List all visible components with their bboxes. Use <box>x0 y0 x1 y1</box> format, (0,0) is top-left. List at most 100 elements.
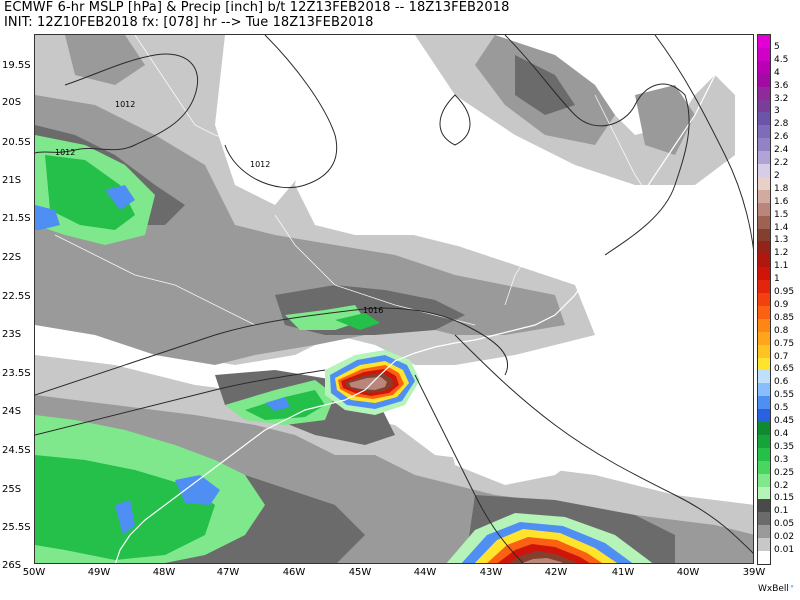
colorbar-level-label: 0.25 <box>774 467 795 478</box>
colorbar-level-label: 0.95 <box>774 287 795 298</box>
colorbar-segment <box>758 125 770 139</box>
colorbar-segment <box>758 525 770 539</box>
lat-label: 21S <box>2 175 22 186</box>
lon-label: 49W <box>87 567 111 578</box>
colorbar-segment <box>758 318 770 333</box>
lon-label: 39W <box>742 567 766 578</box>
colorbar-segment <box>758 176 770 191</box>
lat-label: 23S <box>2 329 22 340</box>
header-init-line: INIT: 12Z10FEB2018 fx: [078] hr --> Tue … <box>4 15 374 30</box>
colorbar-segment <box>758 73 770 88</box>
colorbar-level-label: 4 <box>774 67 780 78</box>
colorbar-level-label: 0.35 <box>774 441 795 452</box>
colorbar-segment <box>758 112 770 126</box>
isobar-sea-2 <box>414 374 524 563</box>
lat-label: 19.5S <box>2 60 31 71</box>
colorbar-segment <box>758 215 770 230</box>
isobar-1012-north <box>35 53 199 154</box>
colorbar-segment <box>758 434 770 449</box>
colorbar-segment <box>758 267 770 281</box>
colorbar-segment <box>758 228 770 242</box>
colorbar-level-label: 2.6 <box>774 132 789 143</box>
colorbar-segment <box>758 202 770 217</box>
colorbar-level-label: 0.7 <box>774 351 789 362</box>
colorbar-segment <box>758 538 770 552</box>
lat-label: 24S <box>2 406 22 417</box>
colorbar-segment <box>758 370 770 384</box>
lat-label: 25.5S <box>2 522 31 533</box>
coastline <box>115 35 726 563</box>
lat-label: 25S <box>2 484 22 495</box>
isobar-sea-4 <box>654 35 753 250</box>
map-panel: 1012 1012 1012 1016 <box>34 34 754 564</box>
colorbar-segment <box>758 512 770 526</box>
colorbar-level-label: 0.01 <box>774 545 795 556</box>
colorbar-level-label: 1.4 <box>774 222 789 233</box>
colorbar-level-label: 1.3 <box>774 235 789 246</box>
political-borders <box>54 35 656 326</box>
heavy-precip-cell-south <box>446 513 653 563</box>
colorbar-level-label: 1.5 <box>774 209 789 220</box>
colorbar-segment <box>758 86 770 100</box>
isobars <box>35 35 753 563</box>
colorbar-level-label: 2 <box>774 170 780 181</box>
colorbar-level-label: 1.1 <box>774 261 789 272</box>
colorbar-level-label: 0.02 <box>774 532 795 543</box>
credit-logo-dot: ° <box>789 584 794 593</box>
colorbar-level-label: 0.15 <box>774 493 795 504</box>
isobar-1012-loop <box>224 35 338 189</box>
colorbar-level-label: 1.2 <box>774 248 789 259</box>
colorbar-segment <box>758 460 770 475</box>
lat-label: 21.5S <box>2 213 31 224</box>
colorbar-segment <box>758 422 770 436</box>
credit-label: WxBell <box>758 584 789 594</box>
isobar-sea-3 <box>454 334 753 554</box>
lat-label: 23.5S <box>2 368 31 379</box>
colorbar-segment <box>758 344 770 359</box>
lat-label: 26S <box>2 560 22 571</box>
colorbar-segment <box>758 293 770 307</box>
colorbar-level-label: 2.2 <box>774 158 789 169</box>
colorbar-segment <box>758 447 770 462</box>
lat-label: 20S <box>2 97 22 108</box>
colorbar-level-label: 4.5 <box>774 54 789 65</box>
colorbar-labels: 5 4.5 4 3.6 3.2 3 2.8 2.6 2.4 2.2 2 1.8 1.6 1.5 1.4 1.3… <box>774 34 800 565</box>
lon-label: 41W <box>611 567 635 578</box>
colorbar-level-label: 0.6 <box>774 377 789 388</box>
lon-label: 40W <box>676 567 700 578</box>
colorbar-segment <box>758 254 770 268</box>
colorbar-level-label: 0.1 <box>774 506 789 517</box>
colorbar-level-label: 0.5 <box>774 403 789 414</box>
map-header: ECMWF 6-hr MSLP [hPa] & Precip [inch] b/… <box>4 0 754 30</box>
lon-label: 45W <box>348 567 372 578</box>
colorbar-segment <box>758 60 770 75</box>
colorbar-level-label: 0.55 <box>774 390 795 401</box>
lon-label: 46W <box>282 567 306 578</box>
colorbar-segment <box>758 473 770 488</box>
colorbar-segment <box>758 551 770 565</box>
colorbar-level-label: 3.2 <box>774 93 789 104</box>
lon-label: 43W <box>479 567 503 578</box>
wxbell-credit: WxBell° <box>758 584 794 594</box>
isobar-label-1012-c: 1012 <box>250 160 270 169</box>
colorbar-level-label: 2.4 <box>774 145 789 156</box>
isobar-label-1012-a: 1012 <box>115 100 135 109</box>
colorbar-segment <box>758 409 770 423</box>
colorbar-segment <box>758 241 770 255</box>
colorbar-level-label: 0.85 <box>774 312 795 323</box>
colorbar-segment <box>758 189 770 204</box>
colorbar-level-label: 1.8 <box>774 183 789 194</box>
lat-label: 24.5S <box>2 445 31 456</box>
lon-label: 48W <box>152 567 176 578</box>
lon-label: 47W <box>216 567 240 578</box>
colorbar-level-label: 0.75 <box>774 338 795 349</box>
colorbar-level-label: 0.8 <box>774 325 789 336</box>
colorbar-level-label: 0.2 <box>774 480 789 491</box>
colorbar-segment <box>758 396 770 410</box>
lat-label: 22S <box>2 252 22 263</box>
precip-colorbar <box>757 34 771 565</box>
precip-map-svg: 1012 1012 1012 1016 <box>35 35 753 563</box>
colorbar-segment <box>758 331 770 346</box>
colorbar-segment <box>758 138 770 152</box>
colorbar-level-label: 0.65 <box>774 364 795 375</box>
